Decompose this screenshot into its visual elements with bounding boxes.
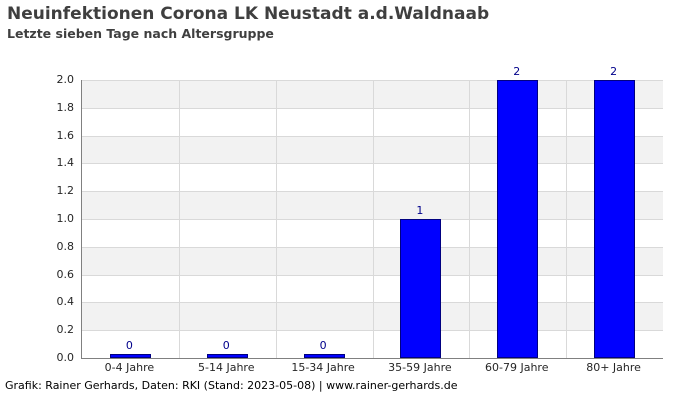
vertical-gridline <box>469 80 471 358</box>
vertical-gridline <box>178 80 180 358</box>
bar-value-label: 0 <box>319 339 327 352</box>
vertical-gridline <box>372 80 374 358</box>
y-tick-label: 1.2 <box>56 184 75 198</box>
vertical-gridline <box>566 80 568 358</box>
credit-line: Grafik: Rainer Gerhards, Daten: RKI (Sta… <box>5 379 458 392</box>
y-tick-label: 0.8 <box>56 239 75 253</box>
plot-area <box>81 80 663 359</box>
y-tick-label: 1.0 <box>56 212 75 225</box>
bar-0-4 Jahre <box>109 354 151 358</box>
x-tick-label: 15-34 Jahre <box>291 361 355 374</box>
bar-60-79 Jahre <box>497 80 539 358</box>
y-tick-label: 2.0 <box>56 73 75 86</box>
bar-5-14 Jahre <box>206 354 248 358</box>
y-tick-label: 0.2 <box>56 323 75 337</box>
x-tick-label: 60-79 Jahre <box>485 361 549 374</box>
bar-value-label: 0 <box>222 339 230 352</box>
x-tick-label: 5-14 Jahre <box>198 361 255 374</box>
vertical-gridline <box>275 80 277 358</box>
y-tick-label: 1.6 <box>56 128 75 142</box>
y-tick-label: 0.6 <box>56 267 75 281</box>
x-tick-label: 35-59 Jahre <box>388 361 452 374</box>
chart-title: Neuinfektionen Corona LK Neustadt a.d.Wa… <box>7 4 490 24</box>
y-tick-label: 0.4 <box>56 295 75 309</box>
bar-value-label: 2 <box>610 65 618 78</box>
x-tick-label: 0-4 Jahre <box>104 361 155 374</box>
x-tick-label: 80+ Jahre <box>586 361 641 374</box>
y-tick-label: 1.4 <box>56 156 75 170</box>
bar-value-label: 0 <box>125 339 133 352</box>
bar-15-34 Jahre <box>303 354 345 358</box>
bar-80+ Jahre <box>594 80 636 358</box>
bar-value-label: 1 <box>416 204 424 217</box>
y-tick-label: 1.8 <box>56 100 75 114</box>
bar-35-59 Jahre <box>400 219 442 358</box>
bar-value-label: 2 <box>513 65 521 78</box>
y-tick-label: 0.0 <box>56 351 75 364</box>
chart-subtitle: Letzte sieben Tage nach Altersgruppe <box>7 26 274 41</box>
